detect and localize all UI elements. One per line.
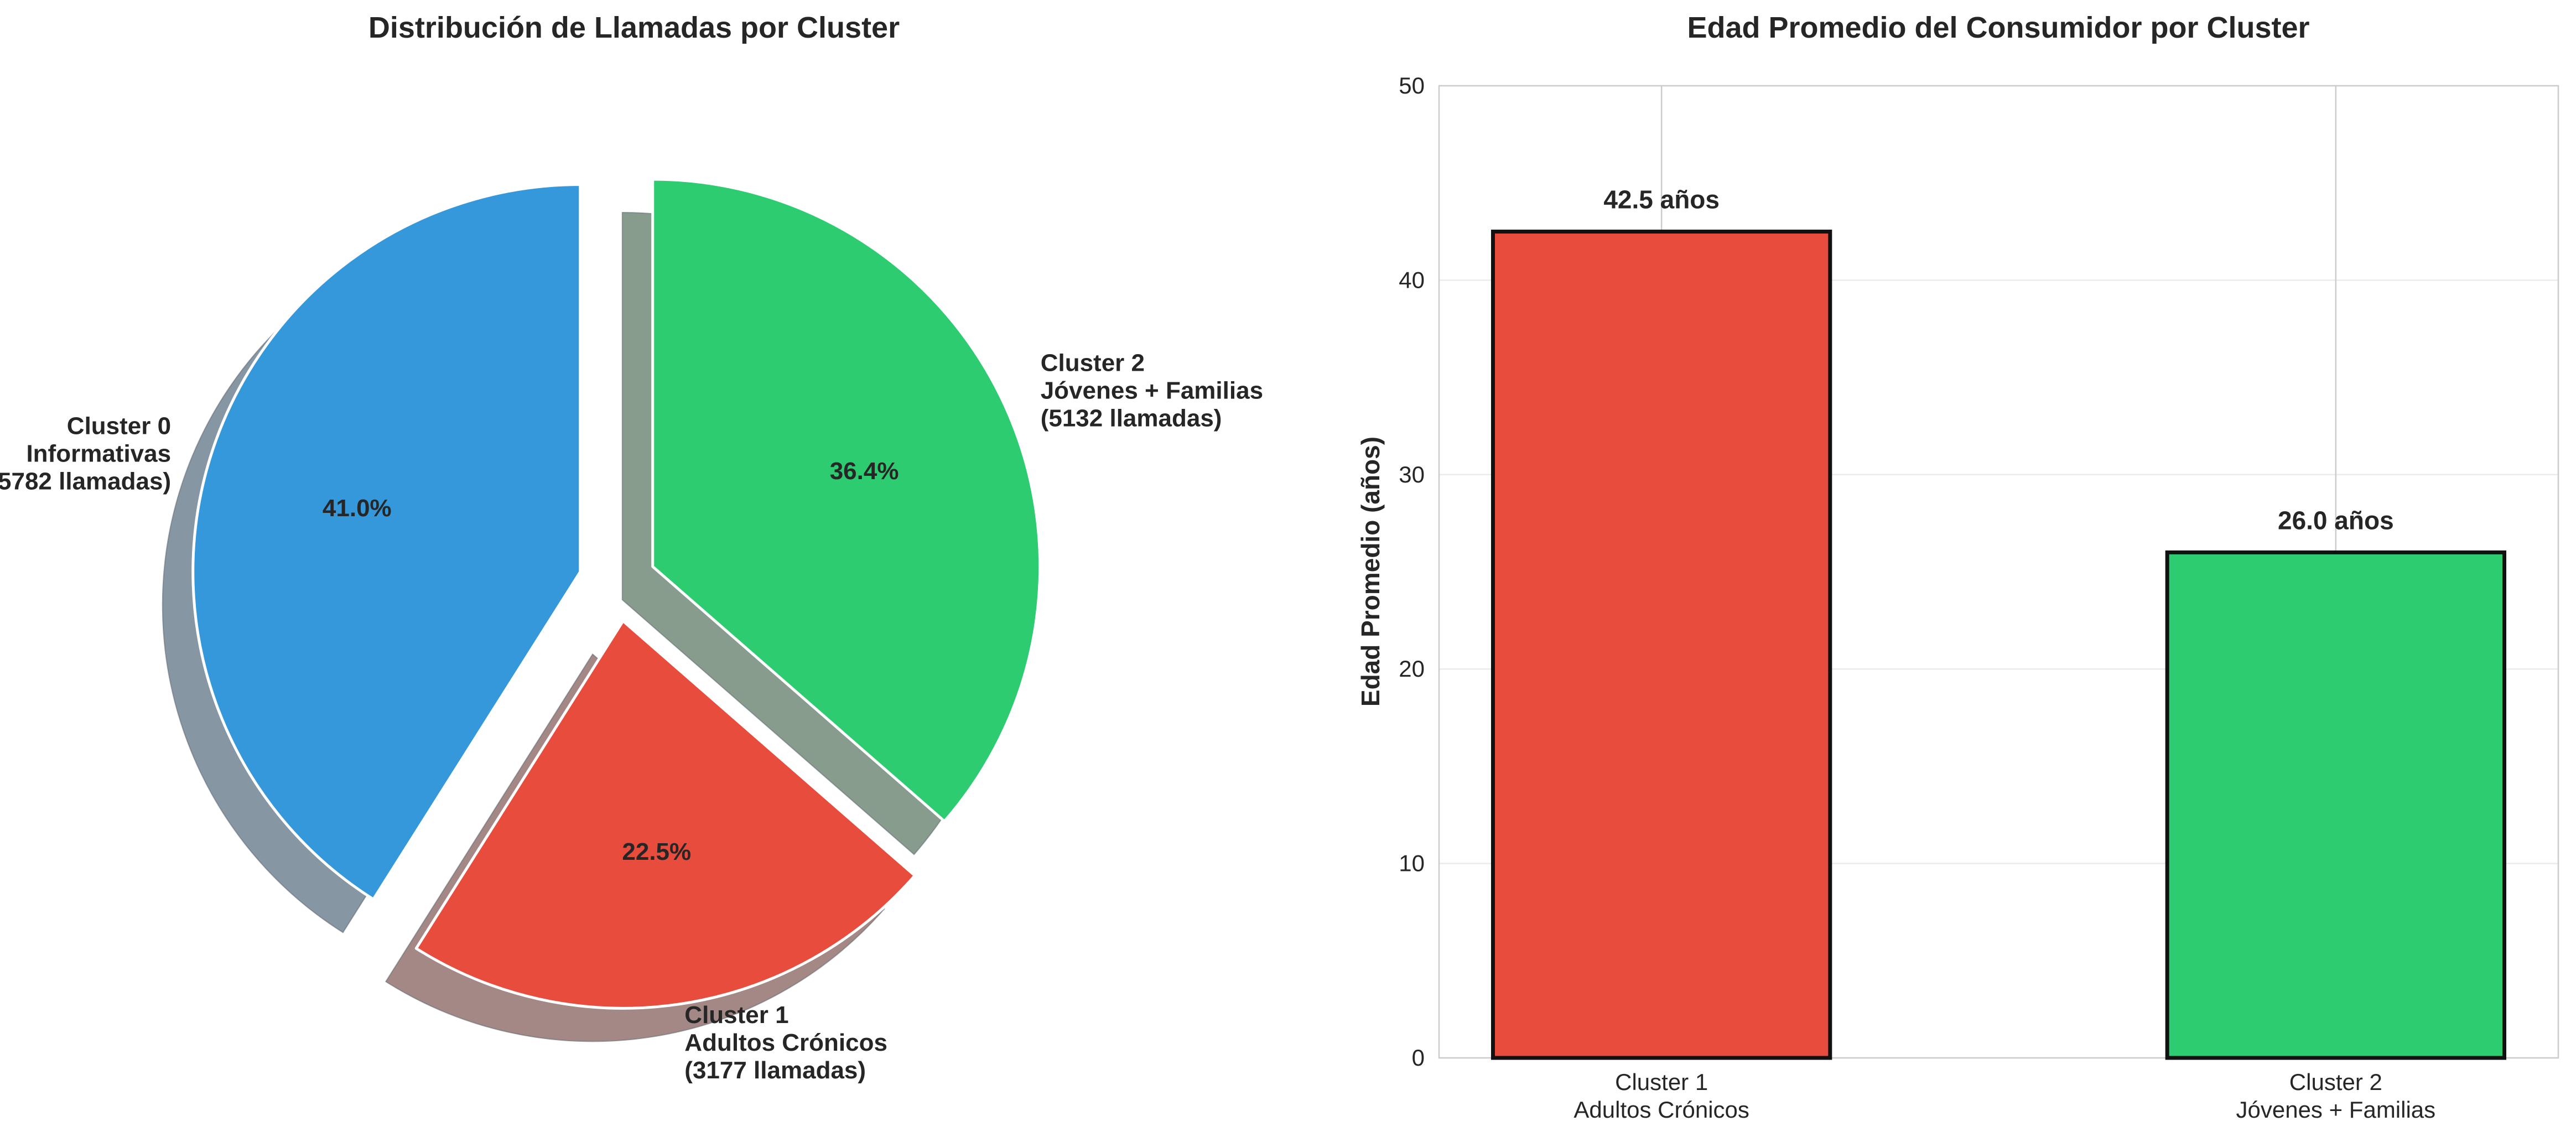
- pie-slice-1: [414, 619, 916, 1010]
- pie-category-label-line: Informativas: [26, 440, 171, 467]
- pie-slices: [191, 178, 1042, 1010]
- y-tick-label-1: 10: [1399, 850, 1425, 876]
- y-tick-label-3: 30: [1399, 461, 1425, 487]
- bar-bars: 42.5 años 26.0 años: [1490, 185, 2507, 1060]
- pie-category-label-line: (3177 llamadas): [684, 1057, 866, 1084]
- pie-slice-2: [651, 178, 1042, 823]
- bar-chart: Edad Promedio del Consumidor por Cluster…: [1356, 11, 2559, 1123]
- pie-percent-label-1: 22.5%: [622, 838, 691, 865]
- x-tick-label-line: Cluster 2: [2289, 1069, 2382, 1095]
- pie-chart: Distribución de Llamadas por Cluster 41.…: [0, 11, 1263, 1084]
- pie-category-label-0: Cluster 0 Informativas (5782 llamadas): [0, 412, 171, 495]
- y-tick-label-4: 40: [1399, 267, 1425, 293]
- pie-category-label-line: Cluster 0: [67, 412, 171, 439]
- plot-area-frame: [1438, 85, 2559, 1059]
- y-tick-label-2: 20: [1399, 656, 1425, 682]
- bar-chart-title: Edad Promedio del Consumidor por Cluster: [1687, 11, 2309, 44]
- x-tick-label-line: Cluster 1: [1615, 1069, 1708, 1095]
- pie-category-label-line: (5782 llamadas): [0, 468, 171, 495]
- pie-category-label-line: Jóvenes + Familias: [1041, 377, 1263, 404]
- x-tick-label-line: Jóvenes + Familias: [2236, 1097, 2436, 1123]
- pie-chart-title: Distribución de Llamadas por Cluster: [368, 11, 900, 44]
- x-tick-label-0: Cluster 1 Adultos Crónicos: [1573, 1069, 1749, 1123]
- pie-labels: 41.0% Cluster 0 Informativas (5782 llamadas…: [0, 349, 1263, 1084]
- pie-percent-label-0: 41.0%: [323, 495, 392, 522]
- x-tick-label-line: Adultos Crónicos: [1573, 1097, 1749, 1123]
- bar-value-label-1: 26.0 años: [2278, 506, 2394, 534]
- pie-category-label-1: Cluster 1 Adultos Crónicos (3177 llamadas): [684, 1001, 887, 1084]
- pie-category-label-line: Cluster 2: [1041, 349, 1145, 376]
- pie-slice-0: [191, 183, 582, 901]
- pie-category-label-line: Adultos Crónicos: [684, 1029, 887, 1056]
- bar-value-label-0: 42.5 años: [1603, 185, 1720, 214]
- y-tick-label-0: 0: [1412, 1045, 1425, 1071]
- y-tick-label-5: 50: [1399, 72, 1425, 98]
- y-axis-label: Edad Promedio (años): [1356, 437, 1385, 707]
- pie-category-label-line: (5132 llamadas): [1041, 404, 1222, 432]
- bar-0: [1490, 230, 1832, 1060]
- pie-category-label-line: Cluster 1: [684, 1001, 788, 1029]
- pie-percent-label-2: 36.4%: [830, 458, 899, 485]
- pie-category-label-2: Cluster 2 Jóvenes + Familias (5132 llamada…: [1041, 349, 1263, 432]
- x-tick-label-1: Cluster 2 Jóvenes + Familias: [2236, 1069, 2436, 1123]
- bar-1: [2165, 550, 2507, 1060]
